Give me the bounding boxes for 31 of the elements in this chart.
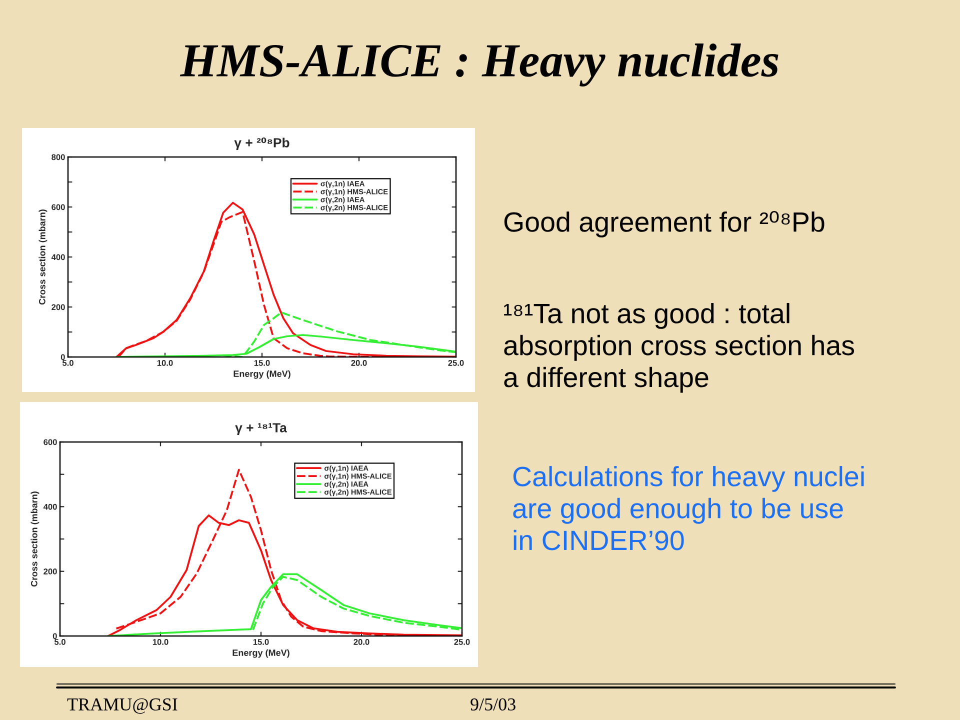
x-tick-label: 25.0 — [448, 360, 464, 366]
x-tick-label: 15.0 — [254, 360, 270, 366]
x-axis-title: Energy (MeV) — [232, 649, 290, 658]
x-tick-label: 25.0 — [454, 639, 470, 645]
x-tick-label: 5.0 — [62, 360, 74, 366]
x-axis-title: Energy (MeV) — [234, 370, 290, 379]
y-tick-label: 800 — [52, 154, 65, 160]
chart-title: γ + ²⁰⁸Pb — [234, 137, 290, 150]
y-axis-title: Cross section (mbarn) — [30, 492, 40, 587]
x-tick-label: 10.0 — [152, 639, 168, 645]
y-tick-label: 0 — [52, 633, 57, 640]
y-tick-label: 400 — [51, 254, 65, 260]
y-tick-label: 400 — [43, 504, 57, 510]
x-tick-label: 20.0 — [354, 639, 370, 645]
chart-title: γ + ¹⁸¹Ta — [235, 423, 287, 436]
y-tick-label: 200 — [52, 304, 65, 310]
y-tick-label: 200 — [44, 568, 57, 574]
text: Good agreement for ²⁰⁸Pb — [504, 211, 824, 238]
y-tick-label: 0 — [60, 354, 65, 360]
x-tick-label: 5.0 — [54, 639, 66, 645]
text: HMS-ALICE : Heavy nuclides — [180, 44, 778, 86]
x-tick-label: 15.0 — [253, 639, 269, 645]
y-axis-title: Cross section (mbarn) — [38, 210, 48, 305]
text: 9/5/03 — [470, 698, 516, 711]
text: TRAMU@GSI — [67, 698, 178, 714]
y-tick-label: 600 — [52, 204, 65, 210]
x-tick-label: 20.0 — [351, 360, 367, 366]
text: ¹⁸¹Ta not as good : total absorption cross section has a different shape — [504, 303, 854, 393]
x-tick-label: 10.0 — [157, 360, 173, 366]
text: Calculations for heavy nuclei are good enough to be use in CINDER’90 — [513, 466, 864, 550]
y-tick-label: 600 — [44, 439, 57, 446]
